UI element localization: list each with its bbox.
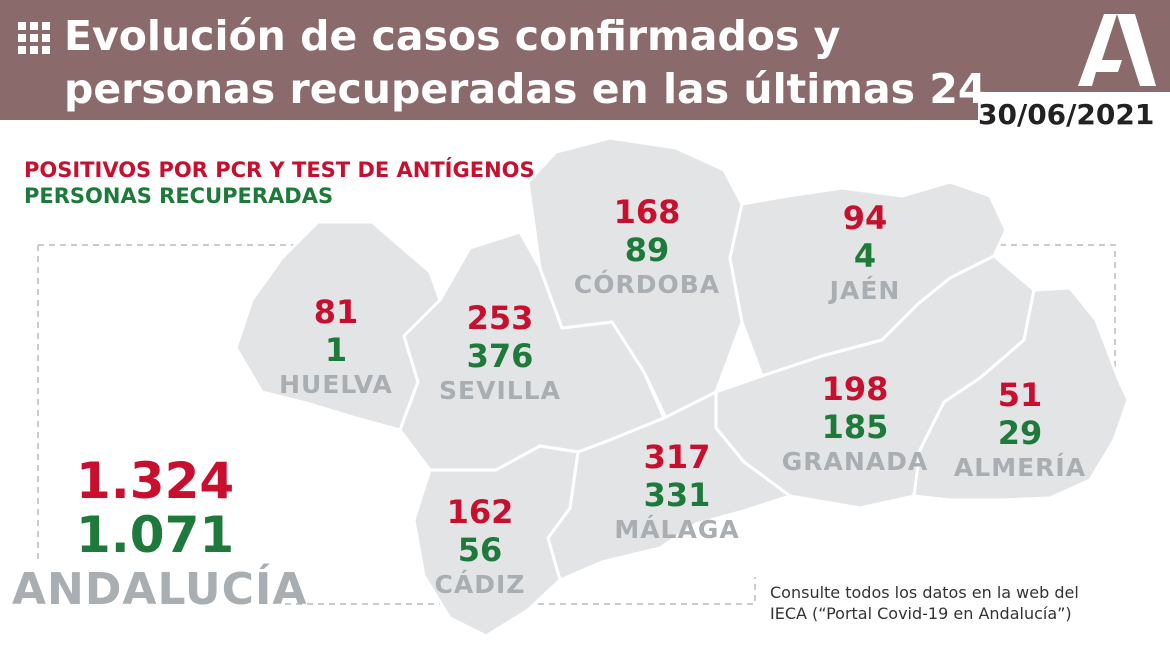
almeria-recovered: 29	[997, 414, 1043, 452]
sevilla-positives: 253	[466, 299, 534, 337]
province-granada: 198 185 GRANADA	[770, 370, 940, 478]
province-cadiz-shape	[412, 444, 580, 638]
malaga-positives: 317	[643, 438, 711, 476]
report-date: 30/06/2021	[978, 98, 1155, 131]
province-almeria-shape	[912, 286, 1130, 502]
huelva-label: HUELVA	[279, 370, 393, 399]
page-title: Evolución de casos confirmados y persona…	[64, 12, 987, 166]
footnote-line-2: IECA (“Portal Covid-19 en Andalucía”)	[770, 604, 1072, 623]
cadiz-recovered: 56	[457, 531, 503, 569]
cordoba-positives: 168	[613, 193, 681, 231]
jaen-label: JAÉN	[829, 276, 901, 305]
province-almeria: 51 29 ALMERÍA	[950, 376, 1090, 484]
sevilla-recovered: 376	[466, 337, 534, 375]
malaga-recovered: 331	[643, 476, 711, 514]
malaga-label: MÁLAGA	[614, 515, 740, 544]
region-name: ANDALUCÍA	[12, 564, 308, 615]
granada-recovered: 185	[821, 408, 889, 446]
province-jaen: 94 4 JAÉN	[780, 199, 950, 307]
province-sevilla: 253 376 SEVILLA	[415, 299, 585, 407]
legend-positives: POSITIVOS POR PCR Y TEST DE ANTÍGENOS	[24, 158, 535, 182]
cordoba-label: CÓRDOBA	[573, 270, 721, 299]
total-positives: 1.324	[76, 452, 235, 510]
province-malaga: 317 331 MÁLAGA	[582, 438, 772, 546]
cordoba-recovered: 89	[624, 231, 670, 269]
total-recovered: 1.071	[76, 506, 235, 564]
junta-andalucia-logo	[1078, 14, 1156, 86]
jaen-recovered: 4	[853, 237, 877, 275]
granada-positives: 198	[821, 370, 889, 408]
granada-label: GRANADA	[781, 447, 929, 476]
sevilla-label: SEVILLA	[439, 376, 561, 405]
province-huelva: 81 1 HUELVA	[256, 293, 416, 401]
jaen-positives: 94	[842, 199, 888, 237]
footnote: Consulte todos los datos en la web del I…	[770, 582, 1100, 624]
grid-icon	[18, 22, 50, 54]
huelva-positives: 81	[313, 293, 359, 331]
cadiz-label: CÁDIZ	[434, 570, 526, 599]
province-cadiz: 162 56 CÁDIZ	[405, 493, 555, 601]
footnote-line-1: Consulte todos los datos en la web del	[770, 583, 1079, 602]
almeria-positives: 51	[997, 376, 1043, 414]
header-band: Evolución de casos confirmados y persona…	[0, 0, 1170, 166]
cadiz-positives: 162	[446, 493, 514, 531]
province-huelva-shape	[234, 220, 442, 432]
huelva-recovered: 1	[324, 331, 348, 369]
date-box: 30/06/2021	[978, 92, 1170, 140]
province-cordoba: 168 89 CÓRDOBA	[562, 193, 732, 301]
legend-recovered: PERSONAS RECUPERADAS	[24, 184, 334, 208]
almeria-label: ALMERÍA	[953, 453, 1087, 482]
